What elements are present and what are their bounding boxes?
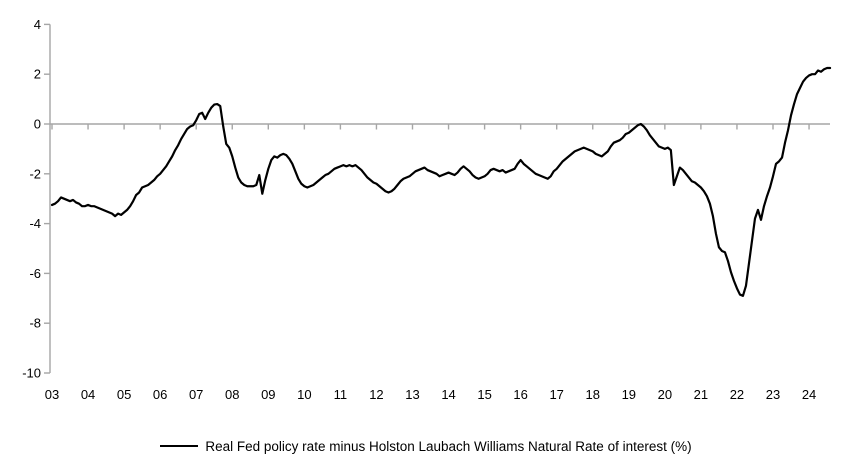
x-tick-label: 18 xyxy=(586,387,600,402)
legend-label: Real Fed policy rate minus Holston Lauba… xyxy=(205,438,692,454)
x-tick-label: 19 xyxy=(622,387,636,402)
y-tick-label: -4 xyxy=(29,216,41,231)
x-tick-label: 03 xyxy=(45,387,59,402)
x-tick-label: 04 xyxy=(81,387,95,402)
x-tick-label: 06 xyxy=(153,387,167,402)
legend-line-sample xyxy=(160,445,199,447)
x-tick-label: 07 xyxy=(189,387,203,402)
x-tick-label: 13 xyxy=(405,387,419,402)
x-tick-label: 05 xyxy=(117,387,131,402)
x-tick-label: 12 xyxy=(369,387,383,402)
y-tick-label: 2 xyxy=(34,67,41,82)
chart-legend: Real Fed policy rate minus Holston Lauba… xyxy=(0,434,852,458)
y-tick-label: 4 xyxy=(34,17,41,32)
y-tick-label: -10 xyxy=(22,366,41,381)
x-tick-label: 24 xyxy=(802,387,816,402)
x-tick-label: 11 xyxy=(334,387,348,402)
y-tick-label: 0 xyxy=(34,117,41,132)
x-tick-label: 20 xyxy=(658,387,672,402)
x-tick-label: 14 xyxy=(441,387,455,402)
x-tick-label: 08 xyxy=(225,387,239,402)
y-tick-label: -8 xyxy=(29,316,41,331)
x-tick-label: 10 xyxy=(297,387,311,402)
x-tick-label: 16 xyxy=(513,387,527,402)
y-tick-label: -6 xyxy=(29,266,41,281)
x-tick-label: 21 xyxy=(694,387,708,402)
series-line xyxy=(50,66,832,297)
x-tick-label: 17 xyxy=(549,387,563,402)
x-tick-label: 22 xyxy=(730,387,744,402)
x-tick-label: 23 xyxy=(766,387,780,402)
x-tick-label: 09 xyxy=(261,387,275,402)
x-tick-label: 15 xyxy=(477,387,491,402)
y-tick-label: -2 xyxy=(29,166,41,181)
